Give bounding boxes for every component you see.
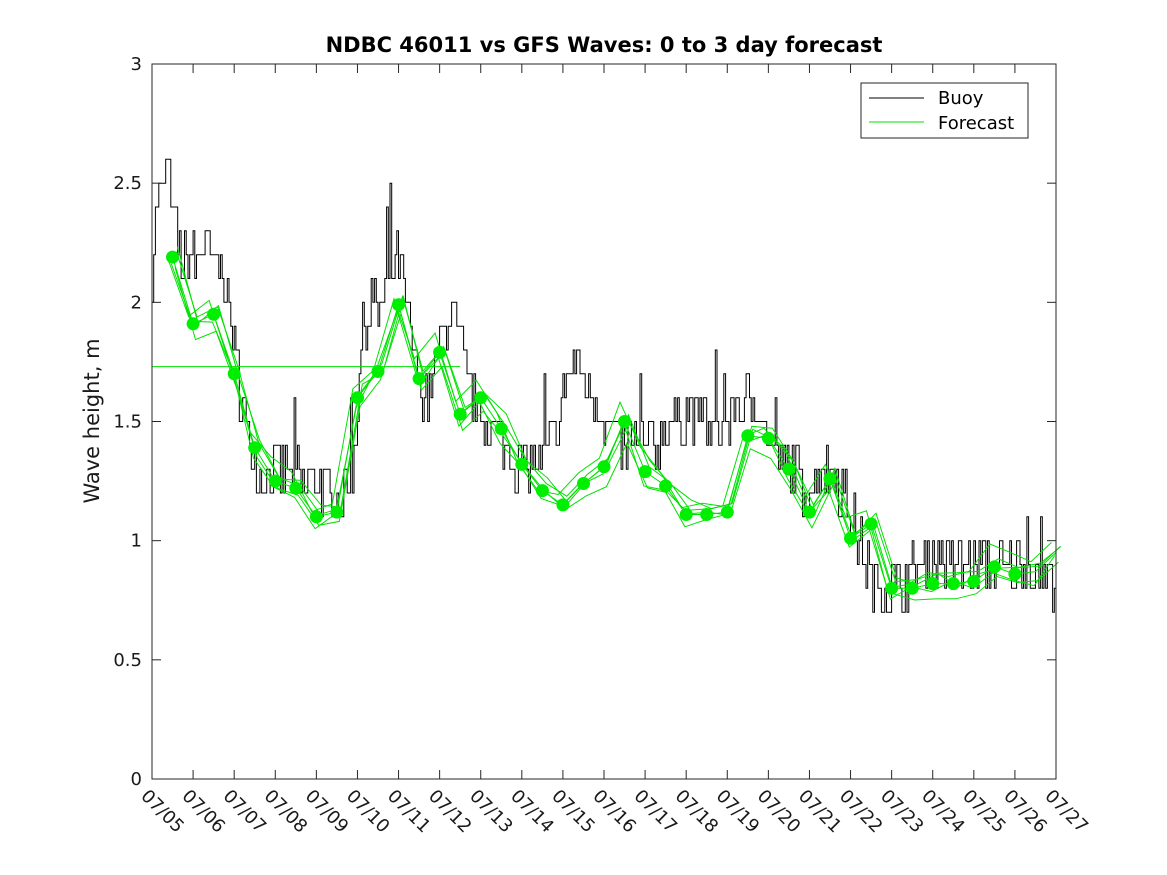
y-tick-label: 0 [131, 769, 142, 790]
forecast-marker [412, 372, 426, 386]
forecast-marker [946, 577, 960, 591]
y-tick-label: 1.5 [113, 412, 142, 433]
forecast-marker [207, 307, 221, 321]
forecast-marker [761, 431, 775, 445]
forecast-marker [515, 457, 529, 471]
forecast-marker [618, 415, 631, 428]
forecast-marker [248, 441, 262, 455]
forecast-marker [268, 474, 282, 488]
y-tick-label: 2 [131, 292, 142, 313]
forecast-marker [330, 505, 344, 519]
forecast-marker [577, 477, 590, 490]
forecast-marker [535, 484, 549, 498]
forecast-marker [351, 391, 364, 405]
forecast-marker [987, 560, 1001, 574]
forecast-marker [638, 465, 652, 479]
forecast-marker [803, 505, 816, 519]
legend-label-forecast: Forecast [938, 113, 1014, 134]
y-tick-label: 1 [131, 531, 142, 552]
legend-box [860, 82, 1029, 139]
y-tick-label: 2.5 [113, 173, 142, 194]
forecast-marker [905, 581, 919, 595]
forecast-marker [474, 391, 488, 405]
forecast-marker [741, 429, 755, 443]
forecast-marker [679, 508, 693, 521]
forecast-marker [659, 479, 673, 493]
legend-label-buoy: Buoy [938, 88, 984, 109]
forecast-marker [309, 510, 323, 524]
y-tick-label: 3 [131, 54, 142, 75]
forecast-marker [289, 481, 303, 495]
forecast-marker [885, 581, 899, 595]
forecast-marker [967, 574, 981, 588]
forecast-marker [720, 505, 734, 519]
forecast-marker [392, 298, 405, 312]
forecast-marker [926, 577, 940, 591]
marker-layer [166, 250, 1022, 595]
forecast-marker [166, 250, 179, 264]
forecast-marker [700, 508, 714, 521]
forecast-marker [433, 345, 447, 359]
forecast-marker [844, 531, 857, 545]
forecast-series-line-5 [176, 251, 1061, 583]
forecast-marker [371, 365, 385, 378]
forecast-marker [782, 462, 796, 476]
forecast-marker [1008, 567, 1022, 581]
forecast-series-line-4 [174, 267, 1059, 601]
forecast-marker [556, 498, 570, 512]
forecast-marker [864, 517, 878, 531]
forecast-marker [186, 317, 200, 331]
forecast-marker [227, 367, 241, 381]
forecast-marker [823, 472, 837, 486]
forecast-marker [453, 407, 467, 421]
forecast-marker [597, 460, 611, 474]
forecast-series-line-3 [167, 258, 1052, 589]
legend: Buoy Forecast [860, 82, 1029, 139]
chart-title: NDBC 46011 vs GFS Waves: 0 to 3 day fore… [326, 33, 883, 57]
y-tick-label: 0.5 [113, 650, 142, 671]
forecast-marker [494, 422, 508, 436]
y-axis-label: Wave height, m [80, 338, 104, 503]
